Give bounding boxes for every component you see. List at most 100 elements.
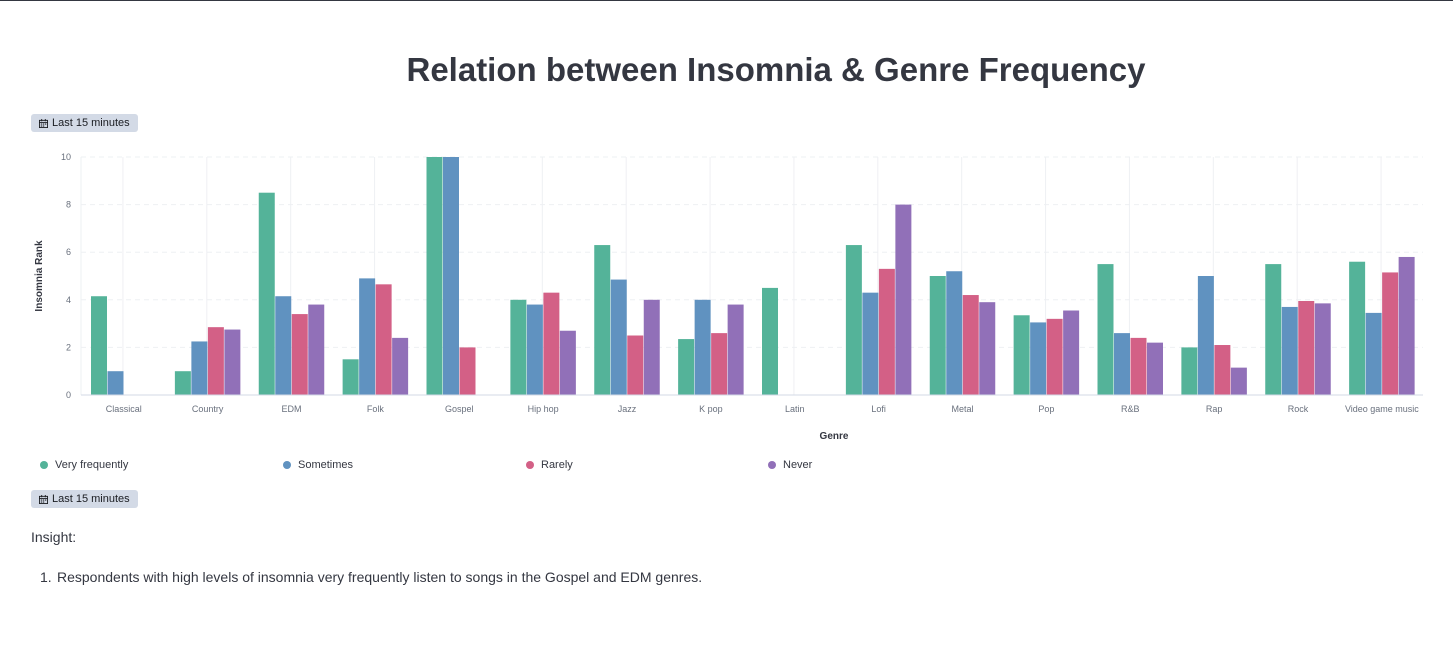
legend-dot-icon xyxy=(768,461,776,469)
bar xyxy=(1097,264,1114,395)
x-tick-label: Hip hop xyxy=(528,404,559,414)
insight-list: 1. Respondents with high levels of insom… xyxy=(40,569,702,585)
x-axis-title: Genre xyxy=(820,431,849,442)
y-tick-label: 4 xyxy=(66,295,71,305)
bar xyxy=(979,302,996,395)
time-range-label: Last 15 minutes xyxy=(52,493,130,505)
bar xyxy=(929,276,946,395)
bar xyxy=(426,157,443,395)
legend-label: Sometimes xyxy=(298,459,354,471)
legend-label: Never xyxy=(783,459,813,471)
bar xyxy=(862,292,879,395)
legend-item[interactable]: Sometimes xyxy=(283,459,353,471)
legend-dot-icon xyxy=(283,461,291,469)
bar xyxy=(375,284,392,395)
bar xyxy=(1181,347,1198,395)
bar xyxy=(610,279,627,395)
x-tick-label: Latin xyxy=(785,404,805,414)
bar xyxy=(845,245,862,395)
time-range-badge[interactable]: Last 15 minutes xyxy=(31,114,138,132)
bar xyxy=(627,335,644,395)
bar xyxy=(275,296,292,395)
y-tick-label: 0 xyxy=(66,390,71,400)
bar xyxy=(1114,333,1130,395)
bar xyxy=(694,299,711,395)
x-tick-label: Country xyxy=(192,404,224,414)
bar xyxy=(678,339,695,395)
bar xyxy=(962,295,979,395)
y-tick-label: 2 xyxy=(66,342,71,352)
bar xyxy=(1230,367,1247,395)
x-tick-label: Classical xyxy=(106,404,142,414)
x-tick-label: Rock xyxy=(1288,404,1309,414)
x-tick-label: Folk xyxy=(367,404,385,414)
legend-label: Rarely xyxy=(541,459,573,471)
time-range-label: Last 15 minutes xyxy=(52,117,130,129)
chart-legend: Very frequently Sometimes Rarely Never xyxy=(0,459,1453,475)
x-tick-label: Gospel xyxy=(445,404,474,414)
bar xyxy=(711,333,728,395)
legend-item[interactable]: Never xyxy=(768,459,812,471)
bar xyxy=(91,296,107,395)
legend-label: Very frequently xyxy=(55,459,129,471)
page-title: Relation between Insomnia & Genre Freque… xyxy=(406,51,1146,88)
bar xyxy=(1398,256,1415,395)
insight-number: 1. xyxy=(40,569,52,585)
bar xyxy=(224,329,241,395)
x-tick-label: Rap xyxy=(1206,404,1223,414)
bar xyxy=(1298,300,1315,395)
bar xyxy=(1365,312,1382,395)
bar xyxy=(342,359,359,395)
bar xyxy=(459,347,476,395)
bar xyxy=(895,204,912,395)
x-tick-label: EDM xyxy=(282,404,302,414)
bar xyxy=(727,304,744,395)
bar xyxy=(258,192,275,395)
bar xyxy=(1214,345,1231,395)
bar xyxy=(1063,310,1080,395)
x-tick-label: Lofi xyxy=(871,404,886,414)
bar xyxy=(107,371,124,395)
y-tick-label: 8 xyxy=(66,200,71,210)
legend-item[interactable]: Very frequently xyxy=(40,459,128,471)
bar xyxy=(1382,272,1399,395)
bar xyxy=(207,327,224,395)
x-tick-label: Metal xyxy=(951,404,973,414)
bar-chart: 0 2 4 6 8 10 Classical Country EDM Folk Gospel Hip … xyxy=(34,152,1423,442)
bar xyxy=(878,268,895,395)
bar xyxy=(191,341,208,395)
bar xyxy=(291,314,308,395)
legend-dot-icon xyxy=(40,461,48,469)
x-tick-label: R&B xyxy=(1121,404,1140,414)
x-tick-label: Pop xyxy=(1038,404,1054,414)
bar xyxy=(174,371,191,395)
insight-heading: Insight: xyxy=(31,529,77,545)
bar xyxy=(308,304,325,395)
bar xyxy=(1130,337,1147,395)
y-tick-label: 10 xyxy=(61,152,71,162)
legend-dot-icon xyxy=(526,461,534,469)
calendar-icon xyxy=(39,118,48,128)
legend-item[interactable]: Rarely xyxy=(526,459,573,471)
time-range-badge-bottom[interactable]: Last 15 minutes xyxy=(31,490,138,508)
insight-item: 1. Respondents with high levels of insom… xyxy=(40,569,702,585)
bar xyxy=(1013,315,1030,395)
bar xyxy=(1030,322,1047,395)
bar xyxy=(1046,318,1063,395)
y-tick-label: 6 xyxy=(66,247,71,257)
bar xyxy=(594,245,611,395)
bar xyxy=(1147,342,1163,395)
bar xyxy=(1281,306,1298,395)
bar xyxy=(946,271,963,395)
bar xyxy=(392,337,409,395)
bar xyxy=(643,299,660,395)
bar xyxy=(762,287,778,395)
bar xyxy=(1349,261,1366,395)
bar xyxy=(1197,276,1214,395)
calendar-icon xyxy=(39,494,48,504)
x-tick-label: K pop xyxy=(699,404,723,414)
bar xyxy=(559,330,576,395)
bar xyxy=(1314,303,1331,395)
bar xyxy=(510,299,527,395)
bar xyxy=(526,304,543,395)
